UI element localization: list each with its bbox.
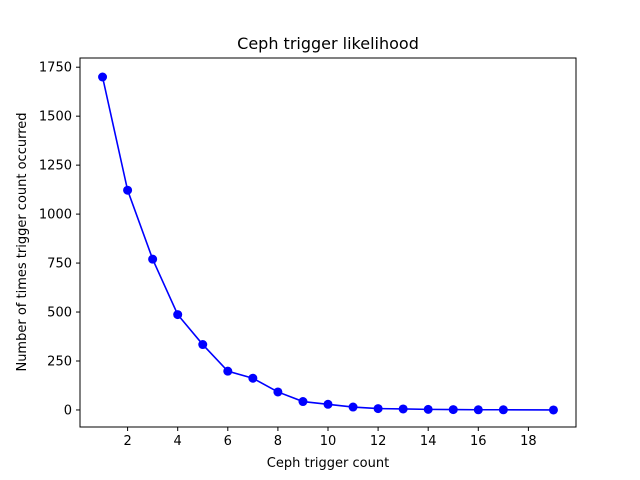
chart-title: Ceph trigger likelihood (237, 34, 419, 53)
y-axis-label: Number of times trigger count occurred (15, 112, 30, 371)
x-tick-label: 10 (320, 434, 337, 449)
data-point (248, 373, 258, 383)
data-point (548, 405, 558, 415)
x-tick-label: 8 (274, 434, 282, 449)
x-tick-label: 18 (520, 434, 537, 449)
x-tick-label: 14 (420, 434, 437, 449)
series-layer (98, 72, 558, 415)
data-point (448, 405, 458, 415)
y-tick-label: 250 (47, 354, 72, 369)
data-point (98, 72, 108, 82)
y-tick-label: 1750 (39, 61, 72, 76)
x-tick-label: 4 (174, 434, 182, 449)
y-axis-ticks: 0 250 500 750 1000 1250 1500 1750 (39, 61, 80, 418)
x-tick-label: 6 (224, 434, 232, 449)
data-point (498, 405, 508, 415)
x-axis-ticks: 2 4 6 8 10 12 14 16 18 (123, 427, 537, 449)
y-tick-label: 0 (64, 403, 72, 418)
y-tick-label: 1250 (39, 159, 72, 174)
x-tick-label: 12 (370, 434, 387, 449)
data-point (148, 254, 158, 264)
y-tick-label: 750 (47, 257, 72, 272)
plot-area (79, 57, 577, 428)
data-point (173, 310, 183, 320)
data-point (298, 397, 308, 407)
y-tick-label: 1000 (39, 208, 72, 223)
data-point (373, 404, 383, 414)
x-tick-label: 2 (123, 434, 131, 449)
y-tick-label: 1500 (39, 110, 72, 125)
data-point (123, 185, 133, 195)
data-point (348, 402, 358, 412)
data-point (473, 405, 483, 415)
data-point (223, 366, 233, 376)
y-tick-label: 500 (47, 306, 72, 321)
data-point (198, 340, 208, 350)
data-point (323, 399, 333, 409)
x-axis-label: Ceph trigger count (267, 456, 389, 471)
data-point (398, 404, 408, 414)
data-point (423, 404, 433, 414)
x-tick-label: 16 (470, 434, 487, 449)
data-point (273, 387, 283, 397)
